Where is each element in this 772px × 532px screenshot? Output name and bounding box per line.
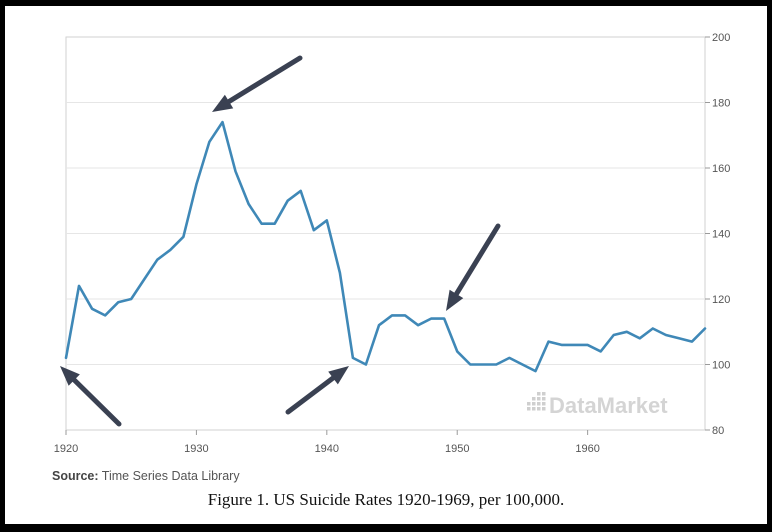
logo-square [537, 402, 541, 406]
arrow-head [212, 94, 234, 112]
line-layer [64, 120, 707, 373]
annotation-arrow-1920-icon [60, 366, 122, 427]
logo-square [542, 402, 546, 406]
logo-square [532, 407, 536, 411]
right-dark-edge [767, 0, 772, 532]
logo-square [537, 397, 541, 401]
logo-square [537, 407, 541, 411]
grid-layer [65, 36, 706, 431]
datamarket-logo-icon [527, 392, 546, 411]
annotation-arrow-peak-icon [212, 55, 303, 112]
logo-square [527, 407, 531, 411]
source-note: Source: Time Series Data Library [52, 469, 240, 483]
y-tick-label: 160 [712, 163, 730, 175]
y-tick-label: 180 [712, 98, 730, 110]
arrow-shaft [71, 377, 122, 427]
axis-layer: 80 100 120 140 160 180 200 1920 1930 1940 1950 1960 [54, 32, 731, 455]
watermark-text: DataMarket [549, 393, 668, 418]
watermark-layer: DataMarket [527, 392, 668, 418]
logo-square [532, 397, 536, 401]
source-text: Time Series Data Library [101, 469, 240, 483]
figure-caption: Figure 1. US Suicide Rates 1920-1969, pe… [207, 490, 565, 509]
logo-square [542, 392, 546, 396]
y-tick-label: 200 [712, 32, 730, 44]
arrow-layer [60, 55, 501, 427]
source-label: Source: [52, 469, 99, 483]
y-tick-label: 100 [712, 360, 730, 372]
arrow-shaft [226, 55, 303, 105]
bottom-dark-edge [0, 524, 772, 532]
y-tick-label: 80 [712, 425, 724, 437]
arrow-shaft [285, 375, 336, 415]
arrow-head [60, 366, 80, 386]
arrow-head [446, 289, 464, 311]
y-tick-label: 140 [712, 229, 730, 241]
logo-square [527, 402, 531, 406]
y-tick-label: 120 [712, 294, 730, 306]
logo-square [542, 397, 546, 401]
arrow-shaft [453, 223, 501, 297]
x-tick-label: 1930 [184, 443, 208, 455]
top-dark-edge [0, 0, 772, 6]
logo-square [537, 392, 541, 396]
x-tick-label: 1940 [315, 443, 339, 455]
series-line [64, 120, 707, 373]
logo-square [532, 402, 536, 406]
left-dark-edge [0, 0, 5, 532]
arrow-head [328, 366, 349, 385]
x-tick-label: 1960 [575, 443, 599, 455]
x-tick-label: 1920 [54, 443, 78, 455]
logo-square [542, 407, 546, 411]
x-tick-label: 1950 [445, 443, 469, 455]
annotation-arrow-1949-icon [446, 223, 501, 311]
annotation-arrow-1942-icon [285, 366, 349, 415]
